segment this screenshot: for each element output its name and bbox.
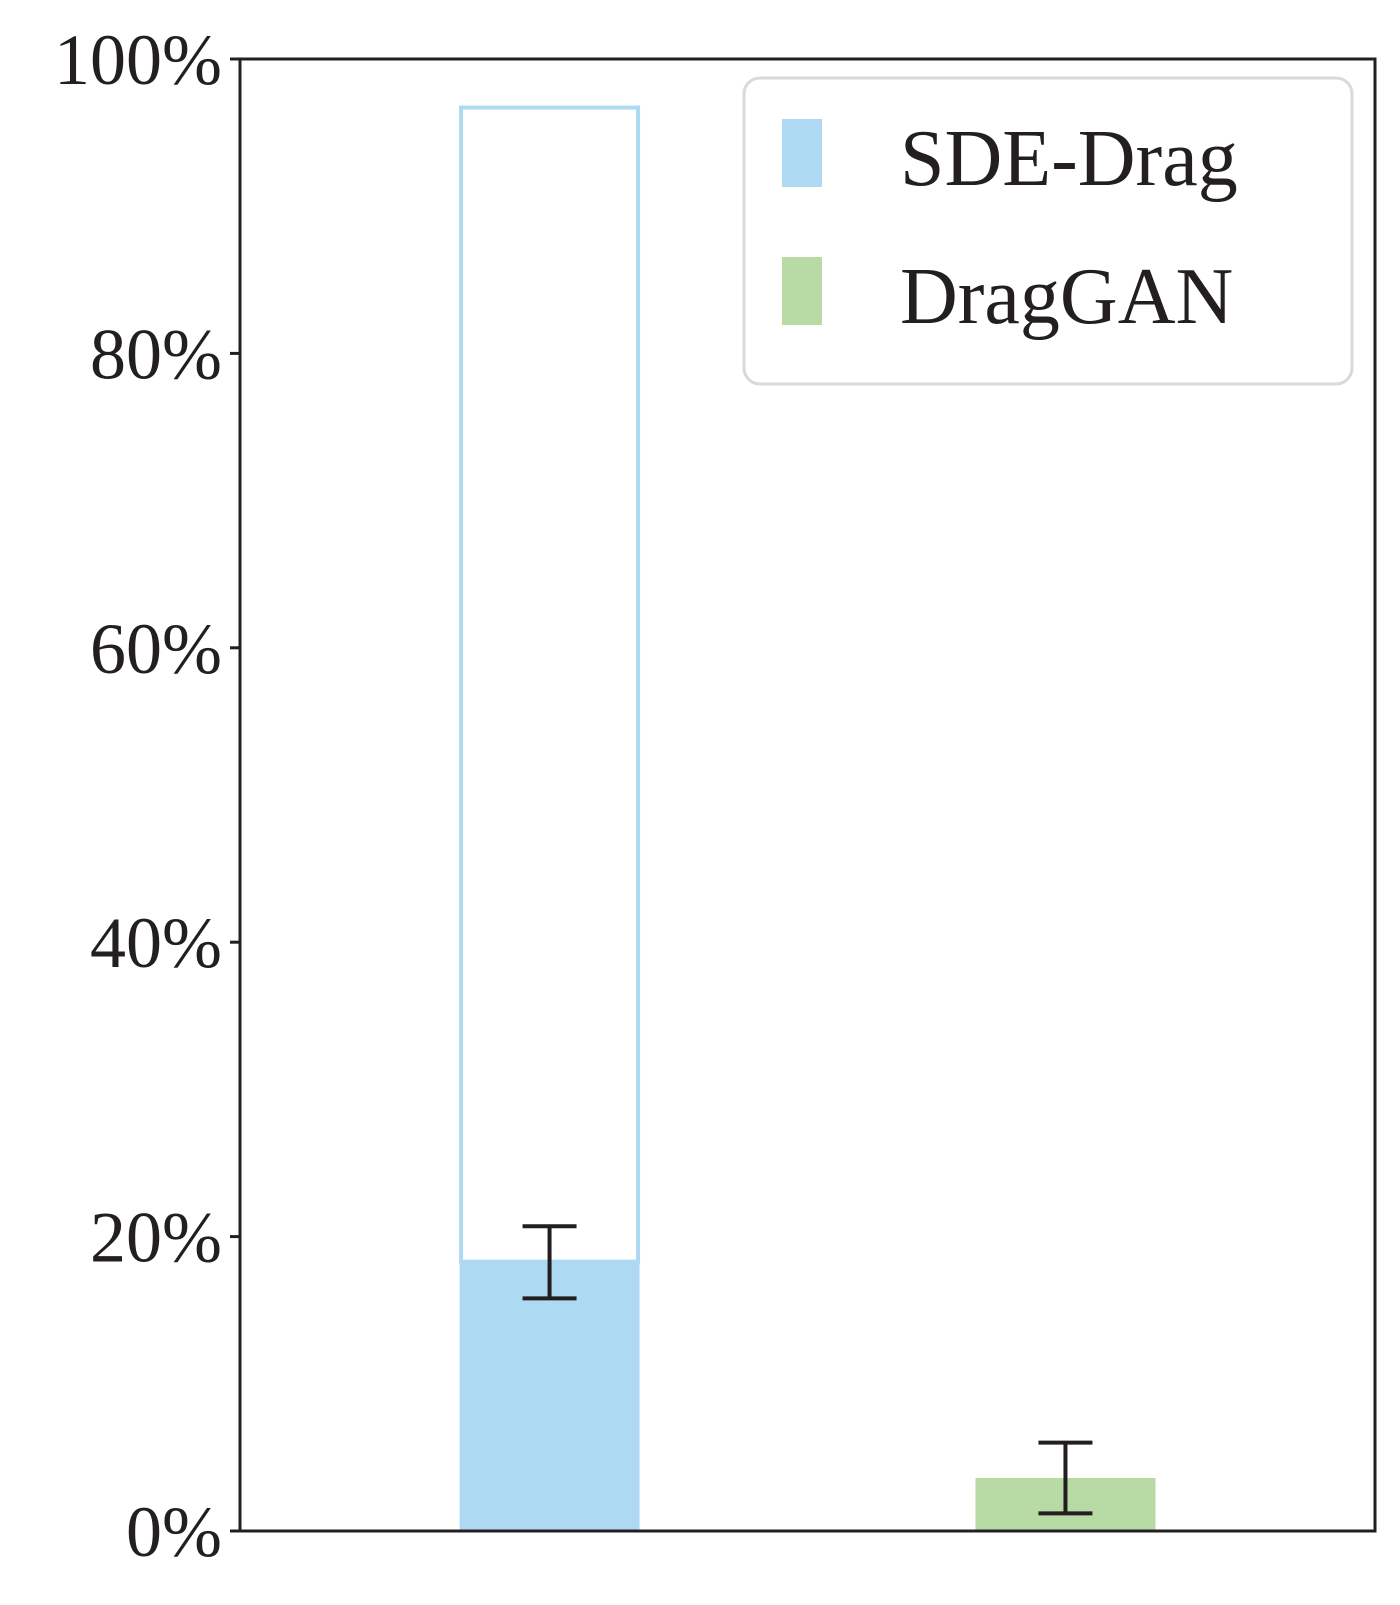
legend-frame: [742, 76, 1354, 386]
bar-sde-drag: [459, 1261, 640, 1531]
y-tick-label: 60%: [90, 609, 222, 689]
plot-area-frame: [238, 57, 1377, 1533]
bar-outline-sde-drag: [459, 105, 641, 1264]
bars-layer: [459, 105, 1156, 1531]
y-tick-label: 40%: [90, 903, 222, 983]
y-tick-label: 100%: [54, 20, 222, 100]
legend-label-sde-drag: SDE-Drag: [900, 115, 1238, 203]
y-tick-label: 20%: [90, 1198, 222, 1278]
legend-label-draggan: DragGAN: [900, 253, 1233, 341]
legend-swatch-sde-drag: [782, 119, 822, 187]
y-tick-label: 0%: [126, 1492, 222, 1572]
y-tick-label: 80%: [90, 314, 222, 394]
legend-swatch-draggan: [782, 257, 822, 325]
y-axis: 0% 20% 40% 60% 80% 100%: [54, 20, 240, 1572]
legend: SDE-Drag DragGAN: [742, 76, 1354, 386]
